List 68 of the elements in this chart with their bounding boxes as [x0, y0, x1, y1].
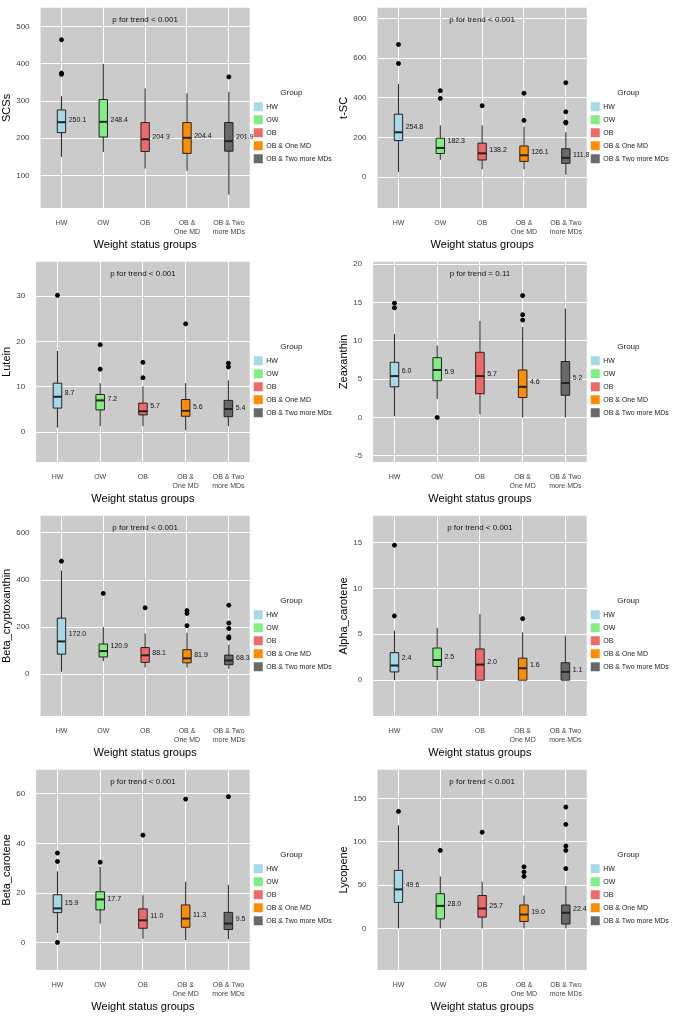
y-tick-label: 400	[16, 575, 31, 585]
annotation: p for trend < 0.001	[447, 523, 514, 532]
annotation: p for trend = 0.11	[449, 269, 511, 278]
y-tick-label: 600	[353, 53, 368, 63]
y-axis-title: Alpha_carotene	[336, 577, 349, 655]
y-tick-label: 100	[16, 170, 31, 180]
annotation: p for trend < 0.001	[112, 15, 179, 24]
y-tick-label: 0	[362, 172, 368, 182]
legend-title: Group	[617, 341, 641, 351]
x-axis-title: Weight status groups	[93, 238, 198, 251]
y-tick-label: 0	[20, 427, 26, 437]
y-tick-label: 0	[357, 675, 363, 685]
legend-title: Group	[280, 849, 304, 859]
y-tick-label: 0	[357, 412, 363, 422]
y-tick-label: 800	[353, 13, 368, 23]
x-axis-title: Weight status groups	[91, 492, 195, 505]
y-tick-label: 5	[357, 629, 363, 639]
x-axis-title: Weight status groups	[91, 1000, 195, 1013]
y-tick-label: 10	[353, 583, 363, 593]
legend-title: Group	[280, 87, 304, 97]
annotation: p for trend < 0.001	[449, 777, 516, 786]
annotation: p for trend < 0.001	[110, 269, 177, 278]
y-tick-label: 30	[16, 291, 26, 301]
y-tick-label: 400	[16, 59, 31, 69]
y-tick-label: 0	[25, 669, 31, 679]
y-axis-title: Lutein	[0, 346, 12, 377]
y-tick-label: 100	[353, 836, 368, 846]
legend-title: Group	[617, 87, 641, 97]
y-tick-label: 150	[353, 793, 368, 803]
annotation: p for trend < 0.001	[110, 777, 177, 786]
y-axis-title: Lycopene	[336, 846, 349, 894]
legend-title: Group	[280, 595, 304, 605]
y-tick-label: 0	[362, 923, 368, 933]
y-tick-label: 15	[353, 297, 363, 307]
y-axis-title: t-SC	[336, 96, 349, 119]
y-axis-title: Zeaxanthin	[336, 334, 349, 390]
x-axis-title: Weight status groups	[428, 746, 532, 759]
y-tick-label: 40	[16, 838, 26, 848]
legend-title: Group	[617, 849, 641, 859]
y-axis-title: Beta_carotene	[0, 834, 12, 906]
x-axis-title: Weight status groups	[428, 492, 532, 505]
y-tick-label: 15	[353, 537, 363, 547]
y-tick-label: 0	[20, 938, 26, 948]
y-tick-label: 20	[16, 336, 26, 346]
x-axis-title: Weight status groups	[430, 238, 535, 251]
x-axis-title: Weight status groups	[430, 1000, 535, 1013]
y-tick-label: 400	[353, 92, 368, 102]
y-tick-label: 5	[357, 374, 363, 384]
y-axis-title: Beta_cryptoxanthin	[0, 568, 12, 663]
y-tick-label: 10	[16, 382, 26, 392]
annotation: p for trend < 0.001	[449, 15, 516, 24]
y-tick-label: 600	[16, 528, 31, 538]
y-axis-title: SCSs	[0, 93, 12, 122]
y-tick-label: 300	[16, 96, 31, 106]
y-tick-label: 60	[16, 789, 26, 799]
y-tick-label: 500	[16, 21, 31, 31]
y-tick-label: 200	[353, 132, 368, 142]
y-tick-label: -5	[354, 451, 363, 461]
y-tick-label: 20	[353, 259, 363, 269]
legend-title: Group	[617, 595, 641, 605]
y-tick-label: 20	[16, 888, 26, 898]
legend-title: Group	[280, 341, 304, 351]
y-tick-label: 200	[16, 622, 31, 632]
x-axis-title: Weight status groups	[93, 746, 198, 759]
y-tick-label: 200	[16, 133, 31, 143]
annotation: p for trend < 0.001	[112, 523, 179, 532]
y-tick-label: 50	[357, 880, 368, 890]
y-tick-label: 10	[353, 336, 363, 346]
